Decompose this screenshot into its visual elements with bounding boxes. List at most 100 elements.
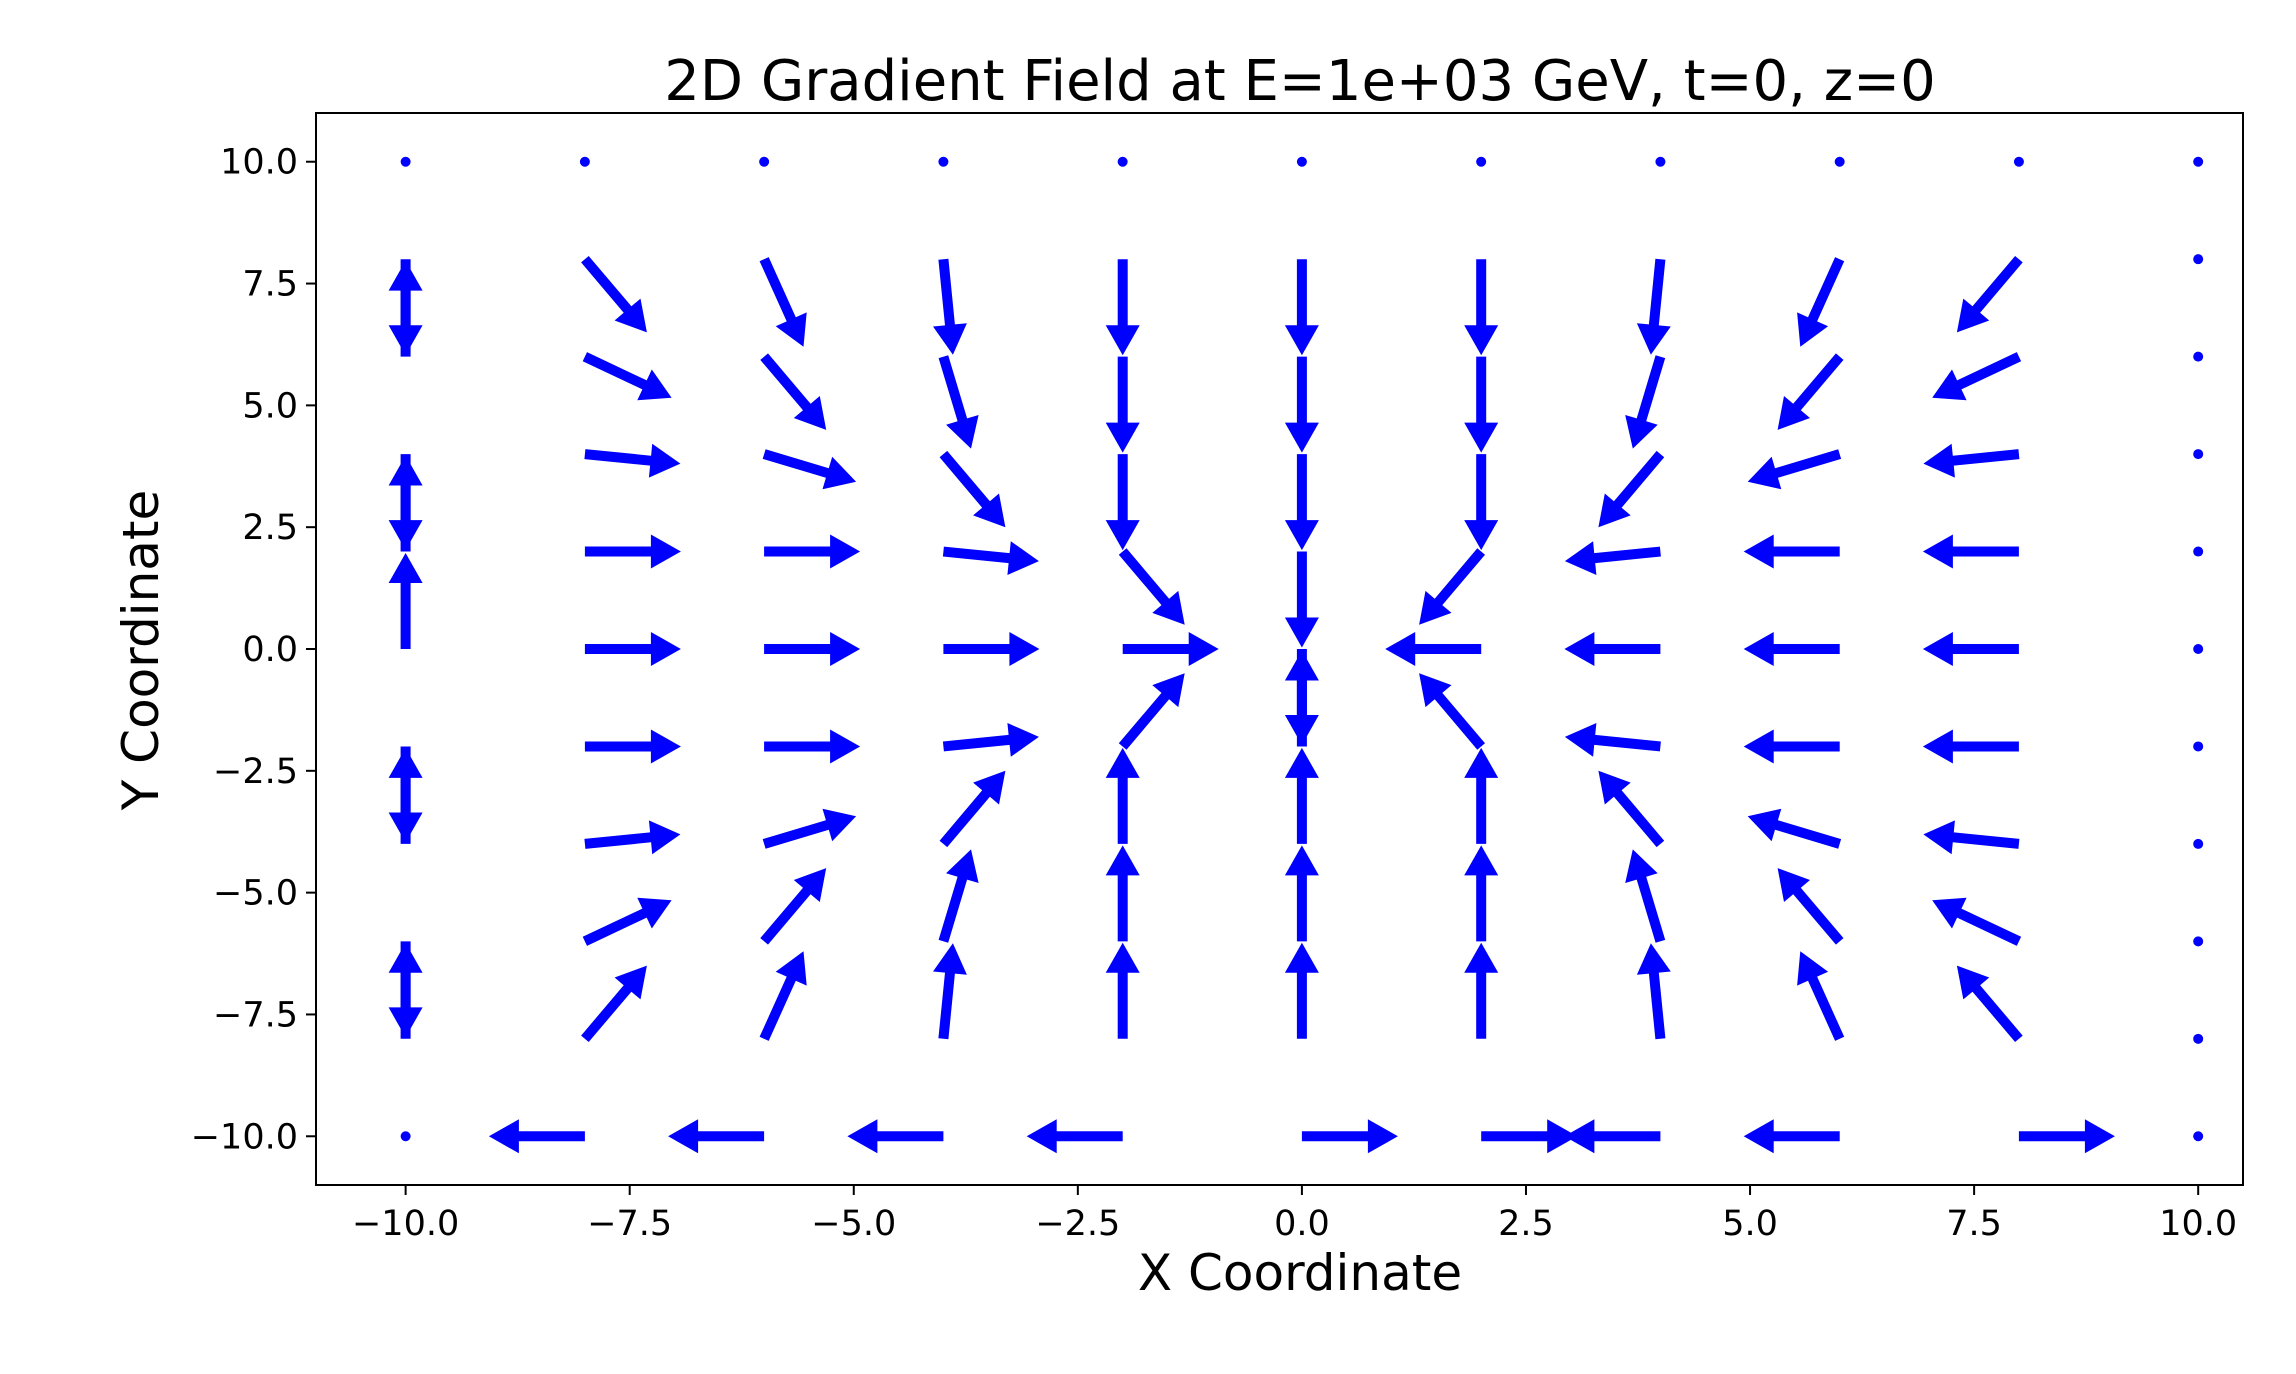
vector-arrow [943, 632, 1040, 666]
vector-arrow [1284, 747, 1319, 844]
vector-arrow [1922, 534, 2019, 569]
vector-arrow [1747, 449, 1842, 490]
vector-arrow [1464, 942, 1499, 1039]
vector-arrow [1105, 454, 1140, 551]
vector-arrow [1956, 965, 2023, 1042]
vector-arrow [847, 1119, 944, 1154]
vector-arrow [1105, 942, 1140, 1039]
vector-arrow [760, 353, 827, 430]
vector-arrow [1464, 747, 1499, 844]
vector-arrow [939, 450, 1006, 528]
vector-arrow [1118, 548, 1185, 625]
vector-point [1296, 156, 1307, 167]
vector-arrow [1105, 259, 1140, 356]
vector-arrow [488, 1119, 585, 1154]
vector-arrow [1464, 259, 1499, 356]
vector-arrow [1564, 723, 1661, 757]
vector-point [1834, 156, 1845, 167]
vector-point [759, 156, 770, 167]
y-tick-label: −7.5 [213, 995, 298, 1035]
y-axis-label: Y Coordinate [112, 490, 170, 812]
vector-arrow [1481, 1119, 1578, 1154]
vector-arrow [764, 534, 861, 569]
x-tick-label: 5.0 [1722, 1204, 1778, 1244]
x-tick-label: 2.5 [1498, 1204, 1554, 1244]
vector-arrow [942, 541, 1039, 575]
x-tick-label: −10.0 [352, 1204, 459, 1244]
y-tick-label: 10.0 [220, 143, 298, 183]
vector-arrow [1797, 951, 1845, 1041]
vector-arrow [1118, 673, 1185, 750]
vector-arrow [939, 770, 1006, 848]
vector-arrow [1284, 551, 1319, 648]
vector-arrow [1923, 820, 2020, 855]
vector-arrow [764, 729, 861, 764]
vector-arrow [1636, 258, 1671, 355]
vector-point [938, 156, 949, 167]
vector-arrow [1747, 808, 1842, 849]
x-tick-label: −5.0 [811, 1204, 896, 1244]
vector-arrow [1743, 632, 1840, 666]
vector-arrow [1419, 673, 1485, 750]
vector-arrow [1464, 454, 1499, 551]
vector-arrow [933, 943, 967, 1040]
vector-point [2193, 449, 2204, 460]
vector-arrow [1122, 632, 1219, 666]
vector-arrow [938, 355, 979, 449]
vector-arrow [388, 260, 423, 357]
vector-arrow [581, 256, 647, 333]
vector-arrow [1625, 849, 1666, 943]
vector-arrow [1636, 943, 1671, 1040]
vector-arrow [584, 443, 681, 478]
vector-arrow [388, 455, 423, 552]
vector-point [1117, 156, 1128, 167]
vector-arrow [1105, 845, 1140, 942]
x-axis-label: X Coordinate [1138, 1244, 1462, 1302]
vector-point [2193, 936, 2204, 947]
vector-arrow [1284, 356, 1319, 453]
vector-arrow [1564, 541, 1661, 575]
x-tick-label: 10.0 [2159, 1204, 2237, 1244]
vector-arrow [1777, 353, 1844, 430]
vector-point [2193, 156, 2204, 167]
vector-arrow [1564, 632, 1661, 666]
vector-point [2193, 1131, 2204, 1142]
vector-point [400, 156, 411, 167]
vector-arrow [1284, 454, 1319, 551]
vector-arrow [1464, 356, 1499, 453]
vector-arrow [1743, 729, 1840, 764]
vector-arrow [1956, 256, 2023, 333]
x-tick-label: 7.5 [1946, 1204, 2002, 1244]
vector-point [2193, 351, 2204, 362]
vector-arrow [1284, 259, 1319, 356]
vector-arrow [582, 897, 672, 946]
x-tick-label: 0.0 [1274, 1204, 1330, 1244]
vector-arrow [1743, 534, 1840, 569]
vector-arrow [584, 820, 681, 855]
vector-arrow [388, 942, 423, 1039]
vector-arrow [388, 553, 423, 649]
vector-arrow [1923, 443, 2020, 478]
vector-point [1476, 156, 1487, 167]
axis-ticks: −10.0 −7.5 −5.0 −2.5 0.0 2.5 5.0 7.5 10.0 −10.0 −7… [191, 143, 2237, 1244]
y-tick-label: −10.0 [191, 1117, 298, 1157]
vector-arrow [2018, 1119, 2115, 1154]
vector-arrow [1464, 845, 1499, 942]
vector-arrow [1026, 1119, 1123, 1154]
vector-arrow [1922, 729, 2019, 764]
vector-arrow [942, 723, 1039, 757]
y-tick-label: 7.5 [242, 265, 298, 305]
vector-arrow [668, 1119, 765, 1154]
vector-arrow [584, 534, 681, 569]
vector-arrow [584, 632, 681, 666]
vector-point [2193, 741, 2204, 752]
vector-point [2193, 1033, 2204, 1044]
vector-point [2193, 838, 2204, 849]
vector-arrow [938, 849, 979, 943]
vector-arrow [581, 965, 647, 1042]
vector-point [1655, 156, 1666, 167]
vector-point [2013, 156, 2024, 167]
vector-arrow [1777, 868, 1844, 945]
vector-arrow [1743, 1119, 1840, 1154]
